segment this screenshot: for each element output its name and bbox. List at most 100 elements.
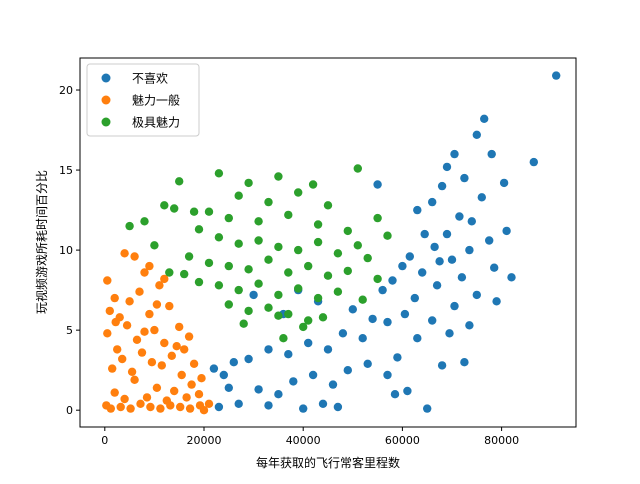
data-point-series-2 (264, 197, 273, 207)
data-point-series-1 (160, 338, 169, 348)
y-tick-label: 10 (59, 244, 73, 257)
data-point-series-1 (150, 325, 159, 335)
data-point-series-0 (435, 257, 444, 266)
data-point-series-1 (108, 364, 117, 373)
x-tick-label: 20000 (187, 434, 222, 447)
data-point-series-0 (264, 401, 273, 410)
data-point-series-1 (152, 300, 162, 309)
data-point-series-2 (294, 284, 303, 293)
legend-label: 极具魅力 (132, 115, 180, 130)
data-point-series-1 (122, 321, 132, 330)
data-point-series-0 (437, 361, 447, 370)
legend-label: 魅力一般 (132, 93, 180, 108)
data-point-series-0 (410, 293, 419, 303)
data-point-series-1 (194, 390, 204, 399)
data-point-series-1 (118, 354, 127, 364)
data-point-series-2 (234, 239, 243, 248)
data-point-series-2 (224, 261, 233, 271)
legend-box (86, 63, 200, 137)
data-point-series-0 (368, 314, 377, 324)
data-point-series-1 (105, 306, 115, 316)
data-point-series-1 (140, 327, 149, 336)
x-axis-label: 每年获取的飞行常客里程数 (256, 455, 400, 470)
data-point-series-1 (177, 370, 186, 380)
data-point-series-0 (442, 229, 452, 239)
data-point-series-1 (170, 386, 179, 396)
data-point-series-1 (103, 276, 112, 285)
data-point-series-2 (194, 225, 204, 234)
data-point-series-2 (313, 220, 323, 229)
data-point-series-0 (304, 338, 313, 348)
data-point-series-0 (299, 404, 308, 413)
data-point-series-1 (199, 406, 209, 415)
data-point-series-0 (318, 399, 328, 408)
data-point-series-0 (400, 309, 410, 319)
data-point-series-2 (294, 245, 303, 255)
points-layer (102, 71, 561, 415)
data-point-series-0 (348, 305, 357, 314)
data-point-series-0 (378, 285, 387, 295)
x-tick-label: 40000 (286, 434, 321, 447)
data-point-series-1 (127, 367, 137, 376)
data-point-series-0 (413, 334, 422, 343)
data-point-series-0 (328, 380, 338, 389)
data-point-series-1 (187, 380, 196, 389)
data-point-series-2 (214, 281, 224, 290)
data-point-series-0 (499, 178, 509, 188)
data-point-series-1 (132, 335, 142, 344)
data-point-series-1 (204, 399, 214, 408)
data-point-series-2 (165, 268, 174, 277)
data-point-series-0 (274, 390, 283, 399)
data-point-series-0 (428, 197, 437, 207)
data-point-series-2 (234, 191, 243, 200)
data-point-series-0 (430, 242, 439, 252)
data-point-series-2 (244, 178, 253, 188)
x-axis: 0 20000 40000 60000 80000 (101, 427, 519, 447)
data-point-series-0 (219, 370, 228, 380)
data-point-series-0 (507, 273, 516, 282)
data-point-series-0 (224, 383, 233, 392)
data-point-series-2 (274, 311, 283, 320)
data-point-series-1 (116, 402, 125, 412)
data-point-series-1 (130, 252, 139, 261)
data-point-series-0 (457, 273, 467, 282)
data-point-series-1 (175, 322, 184, 332)
data-point-series-2 (363, 253, 372, 263)
data-point-series-2 (333, 249, 343, 258)
data-point-series-0 (249, 290, 258, 300)
data-point-series-0 (308, 370, 318, 380)
data-point-series-0 (254, 385, 263, 394)
data-point-series-1 (184, 332, 194, 341)
data-point-series-2 (284, 309, 293, 319)
data-point-series-2 (299, 322, 308, 332)
data-point-series-0 (418, 268, 427, 277)
data-point-series-2 (125, 221, 134, 231)
data-point-series-2 (308, 180, 318, 189)
data-point-series-0 (552, 71, 561, 80)
data-point-series-2 (214, 169, 224, 178)
data-point-series-2 (204, 207, 214, 216)
data-point-series-2 (170, 204, 179, 213)
data-point-series-1 (146, 402, 155, 412)
plot-frame (79, 57, 577, 428)
data-point-series-2 (284, 210, 293, 220)
data-point-series-2 (254, 279, 263, 288)
data-point-series-0 (455, 212, 464, 221)
data-point-series-2 (383, 231, 392, 240)
data-point-series-2 (294, 188, 303, 197)
legend-marker (101, 117, 111, 127)
x-tick-label: 60000 (385, 434, 420, 447)
data-point-series-2 (323, 271, 333, 280)
data-point-series-2 (333, 287, 343, 296)
data-point-series-0 (403, 386, 412, 396)
data-point-series-0 (229, 358, 238, 367)
data-point-series-2 (318, 313, 328, 322)
data-point-series-2 (343, 266, 352, 276)
data-point-series-0 (284, 350, 293, 359)
data-point-series-0 (442, 162, 452, 172)
data-point-series-2 (353, 164, 362, 173)
data-point-series-0 (363, 359, 372, 368)
data-point-series-0 (437, 181, 447, 191)
data-point-series-0 (465, 321, 474, 330)
data-point-series-1 (180, 345, 189, 354)
